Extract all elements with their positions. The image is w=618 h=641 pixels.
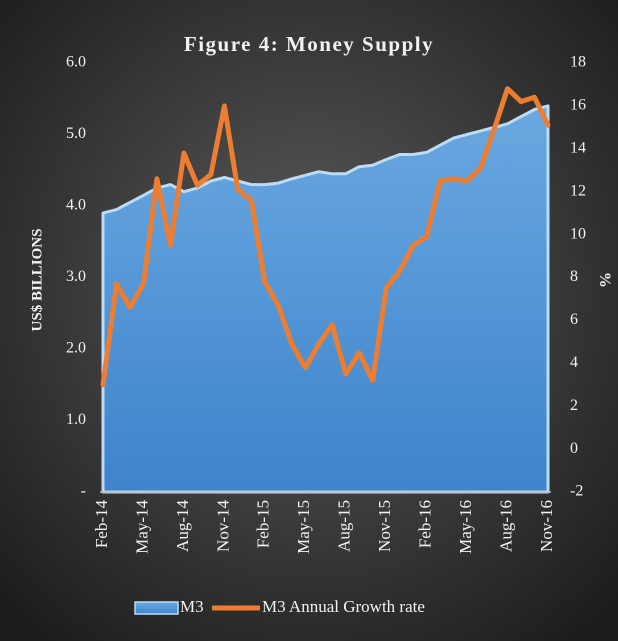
- line: [100, 86, 551, 388]
- legend-label: M3 Annual Growth rate: [262, 597, 425, 616]
- chart-title: Figure 4: Money Supply: [184, 32, 434, 56]
- x-tick-label: Feb-14: [92, 500, 111, 549]
- y-tick-label: 5.0: [66, 125, 86, 142]
- x-tick-label: Aug-15: [335, 500, 354, 552]
- y2-tick-label: 4: [570, 354, 578, 371]
- y2-tick-label: 10: [570, 225, 586, 242]
- y2-tick-label: 14: [570, 139, 586, 156]
- y-tick-label: 2.0: [66, 340, 86, 357]
- y2-tick-label: -2: [570, 483, 583, 500]
- legend-label: M3: [180, 597, 204, 616]
- x-tick-label: May-16: [456, 500, 475, 554]
- y2-tick-label: 16: [570, 97, 586, 114]
- y2-axis-label: %: [598, 272, 615, 288]
- y2-tick-label: 2: [570, 397, 578, 414]
- y-tick-label: 1.0: [66, 411, 86, 428]
- y-tick-label: 3.0: [66, 268, 86, 285]
- y-tick-label: 6.0: [66, 54, 86, 71]
- x-tick-label: Aug-16: [496, 500, 515, 552]
- y2-tick-label: 6: [570, 311, 578, 328]
- legend-swatch: [134, 601, 179, 615]
- x-tick-label: Aug-14: [173, 500, 192, 552]
- x-tick-label: May-15: [294, 500, 313, 554]
- x-tick-label: May-14: [132, 500, 151, 554]
- y2-tick-label: 0: [570, 440, 578, 457]
- x-tick-label: Feb-15: [254, 500, 273, 548]
- y2-tick-label: 12: [570, 182, 586, 199]
- y-tick-label: 4.0: [66, 197, 86, 214]
- x-tick-label: Nov-15: [375, 500, 394, 552]
- y-axis-label: US$ BILLIONS: [29, 229, 45, 332]
- x-tick-label: Nov-14: [213, 500, 232, 552]
- y-tick-label: -: [81, 483, 86, 500]
- x-tick-label: Feb-16: [416, 500, 435, 548]
- y2-tick-label: 8: [570, 268, 578, 285]
- y2-tick-label: 18: [570, 54, 586, 71]
- x-tick-label: Nov-16: [537, 500, 556, 552]
